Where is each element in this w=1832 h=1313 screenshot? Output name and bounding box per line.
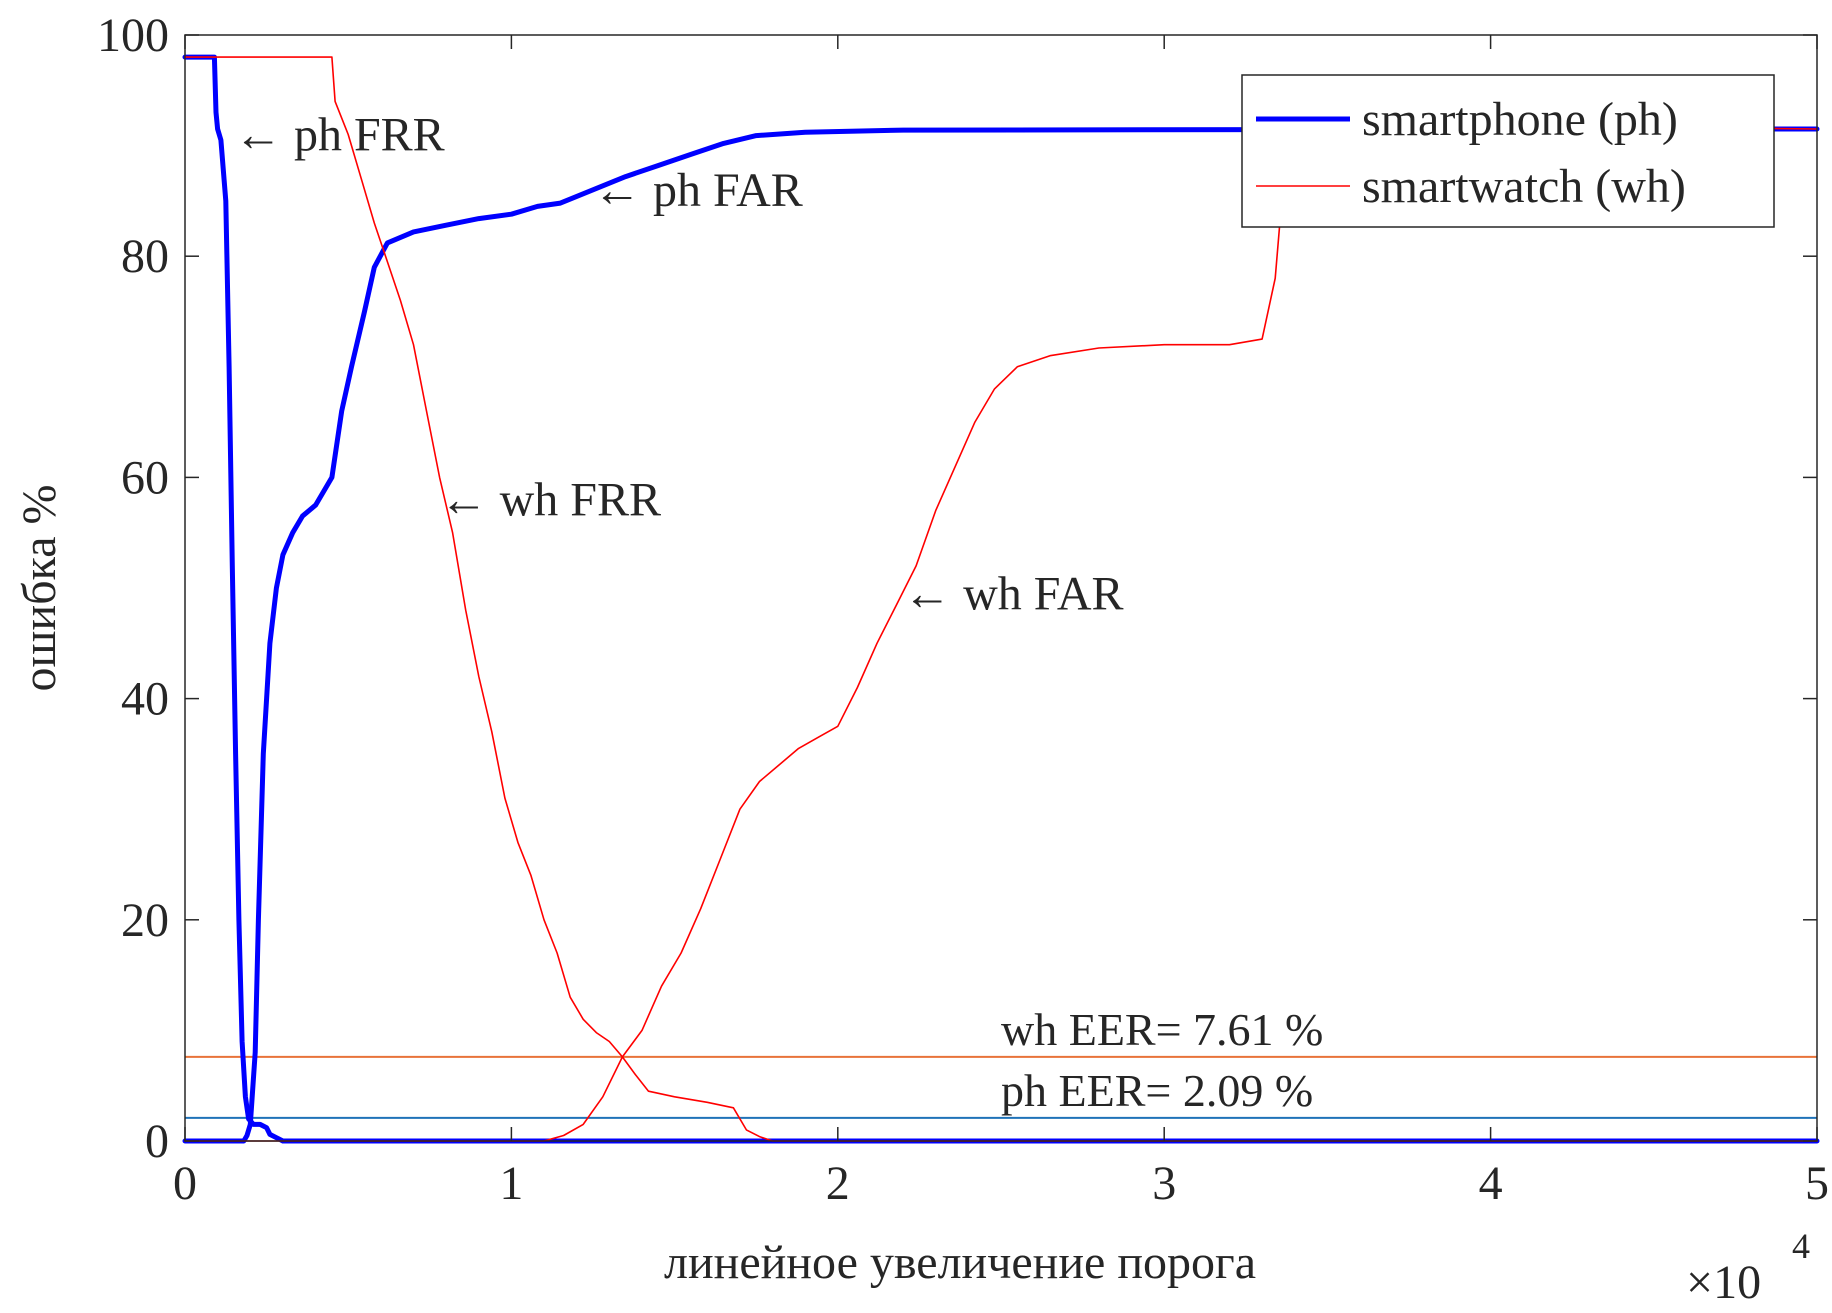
annotation-wh-frr: ← wh FRR — [440, 474, 661, 527]
y-tick-label: 100 — [97, 9, 169, 62]
x-tick-label: 3 — [1152, 1157, 1176, 1210]
series-smartwatch-far — [184, 111, 1818, 1142]
annotation-wh-far: ← wh FAR — [903, 568, 1123, 621]
legend-box — [1241, 74, 1775, 228]
y-axis-label: ошибка % — [13, 485, 66, 692]
eer-label-wh-eer: wh EER= 7.61 % — [1001, 1004, 1323, 1055]
eer-label-ph-eer: ph EER= 2.09 % — [1001, 1065, 1313, 1116]
x-tick-label: 4 — [1479, 1157, 1503, 1210]
x-tick-label: 5 — [1805, 1157, 1829, 1210]
series-smartphone-far — [182, 126, 1820, 1144]
plot-area-frame — [184, 34, 1818, 1142]
eer-lines: wh EER= 7.61 % ph EER= 2.09 % — [185, 1004, 1817, 1119]
annotation-ph-frr: ← ph FRR — [234, 109, 445, 162]
axis-ticks: 0 1 2 3 4 5 0 20 40 60 80 100 — [97, 9, 1829, 1210]
y-tick-label: 60 — [121, 451, 169, 504]
series-smartwatch-frr — [184, 56, 1818, 1142]
x-multiplier: ×10 4 — [1686, 1226, 1810, 1309]
y-tick-label: 80 — [121, 230, 169, 283]
x-axis-label: линейное увеличение порога — [664, 1236, 1256, 1289]
curve-annotations: ← ph FRR ← ph FAR ← wh FRR ← wh FAR — [234, 109, 1124, 621]
legend-label-smartphone: smartphone (ph) — [1362, 93, 1678, 146]
y-tick-label: 20 — [121, 894, 169, 947]
annotation-ph-far: ← ph FAR — [593, 164, 803, 217]
x-tick-label: 1 — [499, 1157, 523, 1210]
y-tick-label: 0 — [145, 1115, 169, 1168]
x-tick-label: 2 — [826, 1157, 850, 1210]
legend: smartphone (ph) smartwatch (wh) — [1241, 74, 1775, 228]
x-tick-label: 0 — [173, 1157, 197, 1210]
legend-label-smartwatch: smartwatch (wh) — [1362, 160, 1686, 213]
x-multiplier-base: ×10 — [1686, 1256, 1761, 1309]
series-smartphone-frr — [182, 54, 1820, 1144]
x-multiplier-exponent: 4 — [1792, 1226, 1810, 1266]
y-tick-label: 40 — [121, 673, 169, 726]
series-lines — [182, 54, 1820, 1144]
